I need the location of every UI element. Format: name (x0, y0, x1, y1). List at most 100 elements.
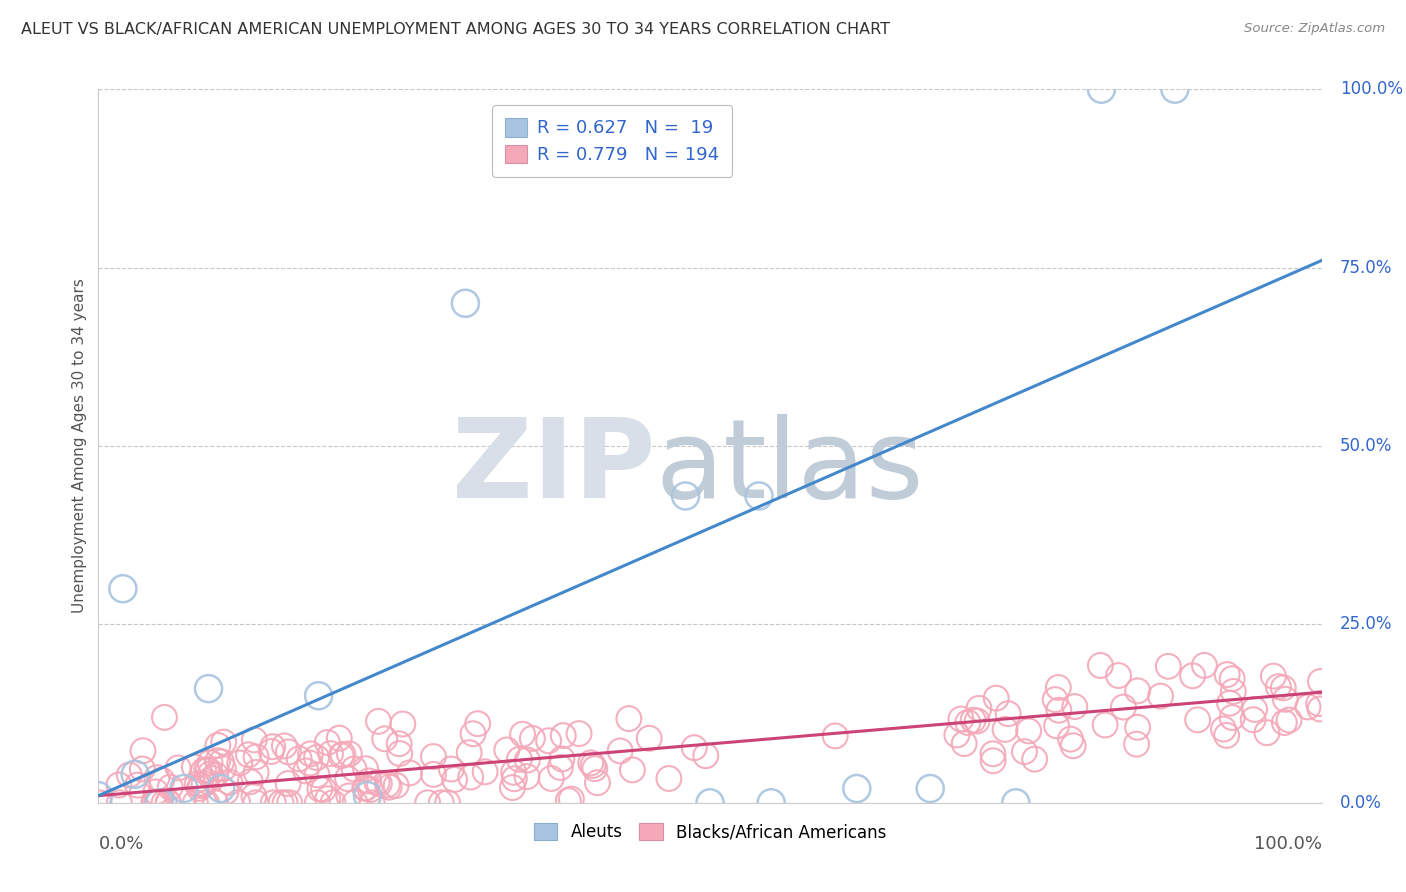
Point (461, 727, 484, 741)
Legend: Aleuts, Blacks/African Americans: Aleuts, Blacks/African Americans (527, 816, 893, 848)
Point (474, 764, 496, 779)
Point (1047, 703, 1070, 717)
Point (583, 762, 606, 776)
Point (388, 737, 411, 751)
Point (1018, 723, 1040, 738)
Point (131, 762, 153, 776)
Point (357, 773, 380, 788)
Point (245, 765, 267, 780)
Point (502, 765, 524, 780)
Point (127, 778, 149, 792)
Point (204, 768, 226, 782)
Point (243, 732, 266, 747)
Point (512, 727, 534, 741)
Point (1194, 658, 1216, 673)
Point (553, 729, 575, 743)
Point (368, 777, 391, 791)
Point (416, 796, 439, 810)
Point (108, 796, 131, 810)
Point (87, 789, 110, 803)
Point (440, 762, 463, 776)
Point (142, 796, 165, 810)
Point (190, 779, 212, 793)
Point (270, 796, 292, 810)
Point (994, 723, 1017, 737)
Point (579, 756, 602, 770)
Point (150, 773, 173, 788)
Point (956, 715, 979, 730)
Point (111, 582, 134, 596)
Text: 75.0%: 75.0% (1340, 259, 1392, 277)
Point (277, 776, 299, 790)
Point (683, 740, 706, 755)
Point (1296, 700, 1319, 714)
Point (1267, 680, 1289, 694)
Point (197, 681, 219, 696)
Point (173, 781, 195, 796)
Point (962, 713, 984, 727)
Point (946, 728, 969, 742)
Point (277, 745, 299, 759)
Point (298, 756, 321, 770)
Point (986, 691, 1008, 706)
Point (87, 796, 110, 810)
Point (1045, 719, 1067, 733)
Text: 100.0%: 100.0% (1254, 835, 1322, 853)
Point (845, 781, 868, 796)
Point (1126, 683, 1149, 698)
Point (343, 796, 366, 810)
Point (1212, 722, 1234, 736)
Point (378, 780, 401, 794)
Point (145, 785, 167, 799)
Point (124, 767, 146, 781)
Point (322, 796, 344, 810)
Text: atlas: atlas (655, 414, 924, 521)
Point (997, 706, 1019, 721)
Point (920, 781, 942, 796)
Text: 0.0%: 0.0% (98, 835, 143, 853)
Point (195, 796, 218, 810)
Point (761, 796, 783, 810)
Point (193, 777, 215, 791)
Point (560, 792, 582, 806)
Point (699, 796, 721, 810)
Point (204, 796, 226, 810)
Point (207, 754, 229, 768)
Point (207, 739, 229, 753)
Y-axis label: Unemployment Among Ages 30 to 34 years: Unemployment Among Ages 30 to 34 years (72, 278, 87, 614)
Point (215, 784, 238, 798)
Text: 100.0%: 100.0% (1340, 80, 1403, 98)
Point (295, 764, 318, 778)
Point (443, 772, 465, 787)
Point (966, 714, 988, 728)
Point (467, 716, 489, 731)
Point (695, 748, 717, 763)
Point (1062, 739, 1084, 753)
Point (1126, 720, 1149, 734)
Point (501, 780, 523, 795)
Point (1004, 796, 1026, 810)
Point (239, 774, 262, 789)
Point (186, 777, 208, 791)
Point (238, 747, 260, 762)
Point (218, 775, 240, 789)
Point (953, 737, 976, 751)
Point (312, 782, 335, 797)
Point (157, 796, 180, 810)
Point (343, 762, 366, 776)
Point (307, 796, 329, 810)
Point (188, 781, 211, 796)
Point (146, 796, 169, 810)
Point (1263, 669, 1285, 683)
Point (366, 775, 388, 789)
Point (1164, 82, 1187, 96)
Point (359, 782, 381, 797)
Point (551, 752, 574, 766)
Point (824, 729, 846, 743)
Point (361, 796, 384, 810)
Point (336, 772, 359, 786)
Point (159, 780, 181, 795)
Point (658, 772, 681, 786)
Point (1220, 710, 1243, 724)
Point (1278, 713, 1301, 727)
